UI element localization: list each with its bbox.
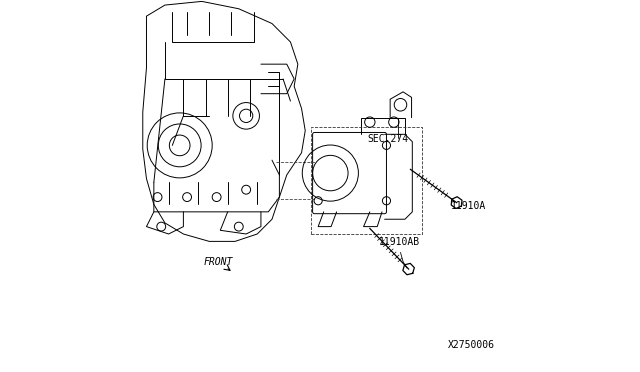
- Text: FRONT: FRONT: [204, 257, 233, 267]
- Text: 11910A: 11910A: [451, 201, 486, 211]
- Text: X2750006: X2750006: [449, 340, 495, 350]
- Text: 11910AB: 11910AB: [379, 237, 420, 247]
- Text: SEC.274: SEC.274: [368, 134, 409, 144]
